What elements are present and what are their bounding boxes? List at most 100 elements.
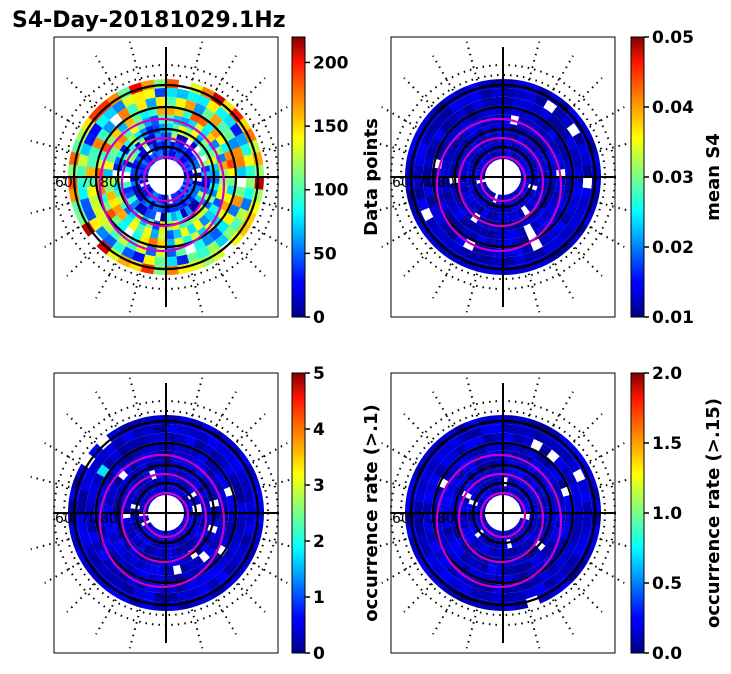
heatmap-cell bbox=[127, 530, 138, 541]
heatmap-cell bbox=[442, 152, 454, 164]
heatmap-cell bbox=[497, 468, 504, 478]
dotted-spoke bbox=[403, 583, 433, 613]
heatmap-cell bbox=[441, 519, 452, 530]
heatmap-cell bbox=[176, 479, 184, 490]
heatmap-cell bbox=[459, 115, 472, 128]
heatmap-cell bbox=[160, 548, 166, 558]
heatmap-cell bbox=[474, 151, 484, 161]
heatmap-cell bbox=[458, 550, 471, 563]
heatmap-cell bbox=[516, 146, 525, 156]
heatmap-cell bbox=[104, 519, 115, 530]
heatmap-cell bbox=[204, 486, 216, 496]
heatmap-cell bbox=[186, 587, 201, 600]
heatmap-cell bbox=[533, 94, 548, 108]
heatmap-cell bbox=[197, 540, 209, 551]
heatmap-cell bbox=[433, 99, 449, 114]
colorbar-tick-label: 0 bbox=[313, 308, 325, 328]
dotted-spoke bbox=[236, 247, 266, 277]
heatmap-cell bbox=[132, 187, 143, 195]
heatmap-cell bbox=[554, 184, 565, 194]
heatmap-cell bbox=[95, 225, 110, 240]
heatmap-cell bbox=[533, 246, 548, 260]
heatmap-cell bbox=[494, 566, 503, 576]
heatmap-cell bbox=[497, 548, 503, 558]
dotted-spoke bbox=[527, 41, 541, 81]
heatmap-cell bbox=[111, 99, 127, 114]
heatmap-cell bbox=[529, 167, 539, 174]
heatmap-cell bbox=[538, 569, 552, 583]
heatmap-cell bbox=[460, 475, 472, 486]
heatmap-cell bbox=[559, 464, 573, 478]
dotted-spoke bbox=[30, 201, 70, 215]
heatmap-cell bbox=[169, 203, 176, 213]
heatmap-cell bbox=[156, 477, 163, 487]
heatmap-cell bbox=[439, 233, 455, 248]
heatmap-cell bbox=[165, 592, 178, 603]
heatmap-cell bbox=[141, 163, 151, 171]
heatmap-cell bbox=[199, 159, 210, 168]
ring-label: 60 bbox=[392, 175, 410, 191]
heatmap-cell bbox=[456, 480, 468, 491]
heatmap-cell bbox=[166, 87, 178, 98]
heatmap-cell bbox=[117, 443, 131, 457]
dotted-spoke bbox=[465, 377, 479, 417]
heatmap-cell bbox=[520, 138, 531, 149]
heatmap-cell bbox=[183, 127, 193, 139]
heatmap-cell bbox=[458, 517, 469, 525]
heatmap-cell bbox=[254, 500, 265, 514]
heatmap-cell bbox=[493, 477, 500, 487]
heatmap-cell bbox=[176, 590, 190, 602]
heatmap-cell bbox=[165, 601, 179, 612]
heatmap-cell bbox=[127, 194, 138, 205]
heatmap-cell bbox=[573, 166, 584, 178]
heatmap-cell bbox=[519, 484, 529, 494]
heatmap-cell bbox=[538, 443, 552, 457]
heatmap-cell bbox=[534, 154, 545, 164]
heatmap-cell bbox=[229, 443, 244, 459]
heatmap-cell bbox=[425, 552, 440, 568]
heatmap-cell bbox=[507, 529, 514, 539]
heatmap-cell bbox=[130, 167, 140, 174]
heatmap-cell bbox=[116, 545, 129, 558]
heatmap-cell bbox=[148, 200, 156, 211]
heatmap-cell bbox=[137, 487, 147, 497]
heatmap-cell bbox=[222, 464, 236, 478]
heatmap-cell bbox=[468, 251, 483, 264]
heatmap-cell bbox=[103, 442, 118, 457]
heatmap-cell bbox=[519, 196, 529, 206]
heatmap-cell bbox=[440, 168, 450, 177]
heatmap-cell bbox=[104, 160, 115, 170]
dotted-spoke bbox=[573, 413, 603, 443]
heatmap-cell bbox=[130, 516, 140, 523]
heatmap-cell bbox=[254, 513, 264, 527]
dotted-spoke bbox=[367, 139, 407, 153]
heatmap-cell bbox=[79, 142, 92, 157]
heatmap-cell bbox=[140, 532, 150, 542]
heatmap-cell bbox=[565, 567, 581, 583]
heatmap-cell bbox=[231, 531, 244, 544]
heatmap-cell bbox=[149, 564, 159, 575]
heatmap-cell bbox=[519, 532, 529, 542]
heatmap-cell bbox=[477, 484, 487, 494]
heatmap-cell bbox=[471, 538, 482, 549]
heatmap-cell bbox=[122, 522, 133, 531]
heatmap-cell bbox=[502, 592, 515, 603]
dotted-spoke bbox=[552, 55, 574, 91]
heatmap-cell bbox=[577, 142, 590, 157]
heatmap-cell bbox=[183, 205, 194, 216]
heatmap-cell bbox=[139, 463, 149, 475]
heatmap-cell bbox=[514, 461, 524, 472]
heatmap-cell bbox=[459, 186, 470, 195]
heatmap-cell bbox=[240, 478, 253, 493]
heatmap-cell bbox=[153, 414, 167, 425]
heatmap-cell bbox=[571, 156, 583, 168]
colorbar-tick-label: 1.0 bbox=[652, 504, 682, 524]
heatmap-cell bbox=[187, 526, 197, 535]
heatmap-cell bbox=[428, 136, 442, 150]
heatmap-cell bbox=[196, 94, 211, 108]
heatmap-cell bbox=[165, 256, 178, 267]
heatmap-cell bbox=[428, 204, 442, 218]
heatmap-cell bbox=[134, 538, 145, 549]
heatmap-cell bbox=[577, 533, 590, 548]
heatmap-cell bbox=[187, 477, 198, 488]
